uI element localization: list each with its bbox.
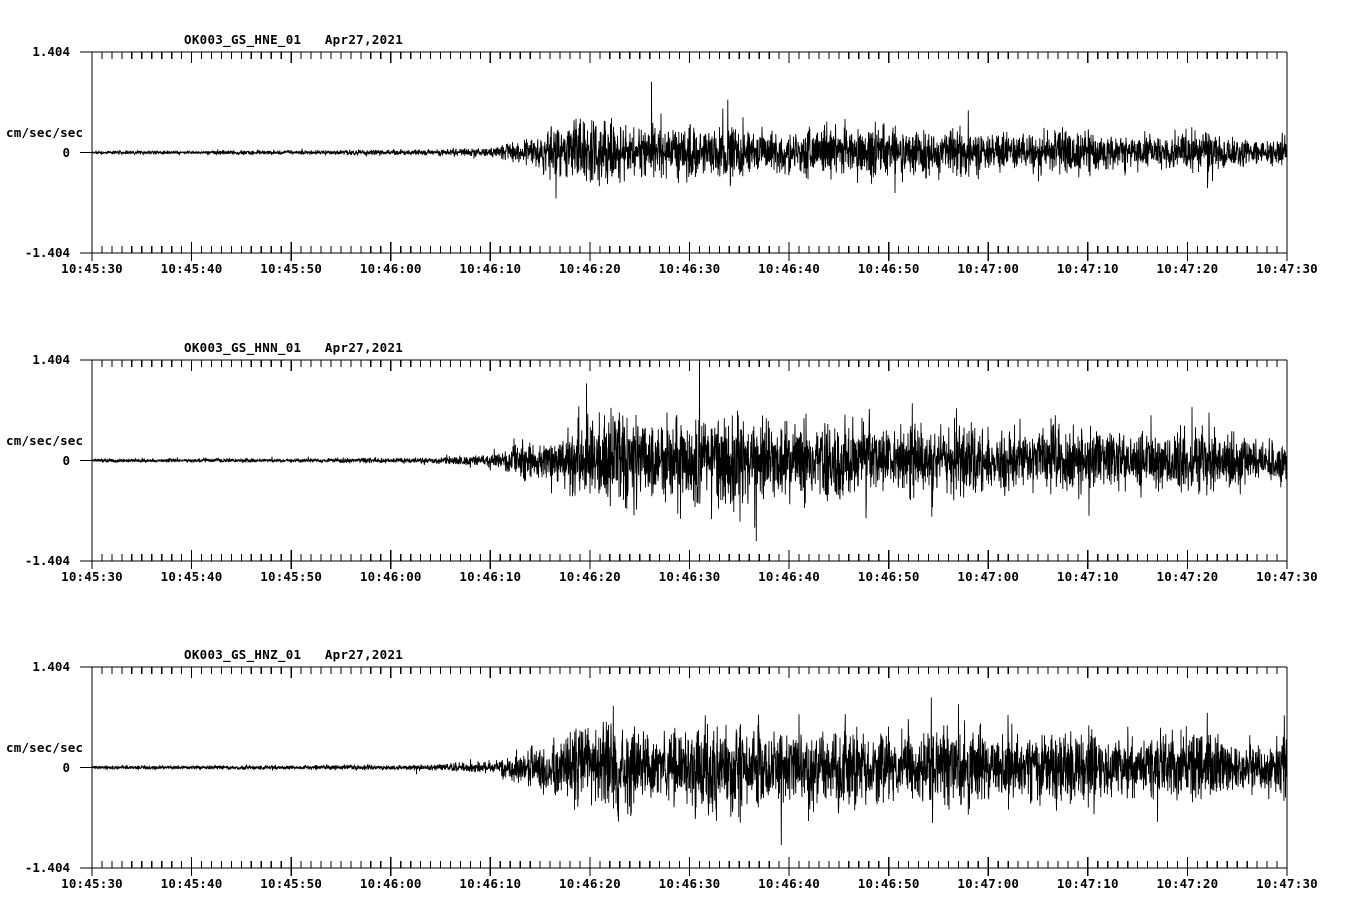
x-tick-label: 10:46:00 (359, 261, 422, 276)
waveform-group (91, 81, 1288, 199)
waveform-trace (91, 81, 1288, 199)
x-tick-label: 10:46:50 (857, 261, 920, 276)
x-tick-label: 10:46:40 (758, 261, 820, 276)
x-tick-label: 10:45:30 (61, 876, 123, 891)
x-tick-label: 10:46:00 (359, 569, 422, 584)
x-tick-label: 10:45:40 (160, 261, 223, 276)
y-axis-unit-label: cm/sec/sec (6, 739, 84, 755)
y-tick-label-zero: 0 (62, 452, 70, 468)
y-tick-label-max: 1.404 (32, 44, 70, 59)
waveform-trace (91, 359, 1288, 542)
x-tick-label: 10:46:20 (559, 261, 621, 276)
x-tick-label: 10:47:10 (1056, 261, 1119, 276)
x-tick-label: 10:46:50 (857, 876, 920, 891)
x-tick-label: 10:46:50 (857, 569, 920, 584)
plot-area (80, 666, 1288, 876)
x-tick-label: 10:45:50 (260, 261, 323, 276)
y-tick-label-max: 1.404 (32, 352, 70, 367)
x-tick-label: 10:47:00 (957, 876, 1020, 891)
x-tick-label: 10:45:30 (61, 261, 123, 276)
y-tick-label-zero: 0 (62, 144, 70, 160)
y-axis-unit-label: cm/sec/sec (6, 432, 84, 448)
x-tick-label: 10:46:00 (359, 876, 422, 891)
x-tick-label: 10:46:30 (658, 569, 721, 584)
x-tick-label: 10:47:00 (957, 569, 1020, 584)
x-tick-label: 10:47:30 (1256, 261, 1318, 276)
waveform-group (91, 359, 1288, 542)
y-axis-unit-label: cm/sec/sec (6, 124, 84, 140)
x-tick-label: 10:46:10 (459, 261, 522, 276)
y-tick-label-min: -1.404 (24, 553, 70, 568)
waveform-group (91, 697, 1288, 846)
x-tick-label: 10:47:20 (1156, 569, 1219, 584)
y-tick-label-zero: 0 (62, 759, 70, 775)
x-tick-label: 10:46:30 (658, 876, 721, 891)
plot-area (80, 51, 1288, 261)
y-tick-label-min: -1.404 (24, 860, 70, 875)
x-tick-label: 10:47:10 (1056, 569, 1119, 584)
panel-title: OK003_GS_HNE_01 Apr27,2021 (184, 32, 404, 47)
x-tick-label: 10:47:20 (1156, 261, 1219, 276)
x-tick-label: 10:47:30 (1256, 876, 1318, 891)
x-tick-label: 10:45:30 (61, 569, 123, 584)
x-tick-label: 10:46:10 (459, 876, 522, 891)
x-tick-label: 10:47:00 (957, 261, 1020, 276)
plot-area (80, 359, 1288, 569)
panel-title: OK003_GS_HNZ_01 Apr27,2021 (184, 647, 404, 662)
y-tick-label-max: 1.404 (32, 659, 70, 674)
x-tick-label: 10:45:40 (160, 876, 223, 891)
x-tick-label: 10:45:40 (160, 569, 223, 584)
panel-title: OK003_GS_HNN_01 Apr27,2021 (184, 340, 404, 355)
x-tick-label: 10:47:20 (1156, 876, 1219, 891)
waveform-trace (91, 697, 1288, 846)
x-tick-label: 10:46:20 (559, 876, 621, 891)
x-tick-label: 10:46:10 (459, 569, 522, 584)
x-tick-label: 10:46:40 (758, 876, 820, 891)
x-tick-label: 10:45:50 (260, 876, 323, 891)
x-tick-label: 10:45:50 (260, 569, 323, 584)
x-tick-label: 10:46:30 (658, 261, 721, 276)
x-tick-label: 10:46:40 (758, 569, 820, 584)
x-tick-label: 10:47:30 (1256, 569, 1318, 584)
y-tick-label-min: -1.404 (24, 245, 70, 260)
x-tick-label: 10:47:10 (1056, 876, 1119, 891)
x-tick-label: 10:46:20 (559, 569, 621, 584)
